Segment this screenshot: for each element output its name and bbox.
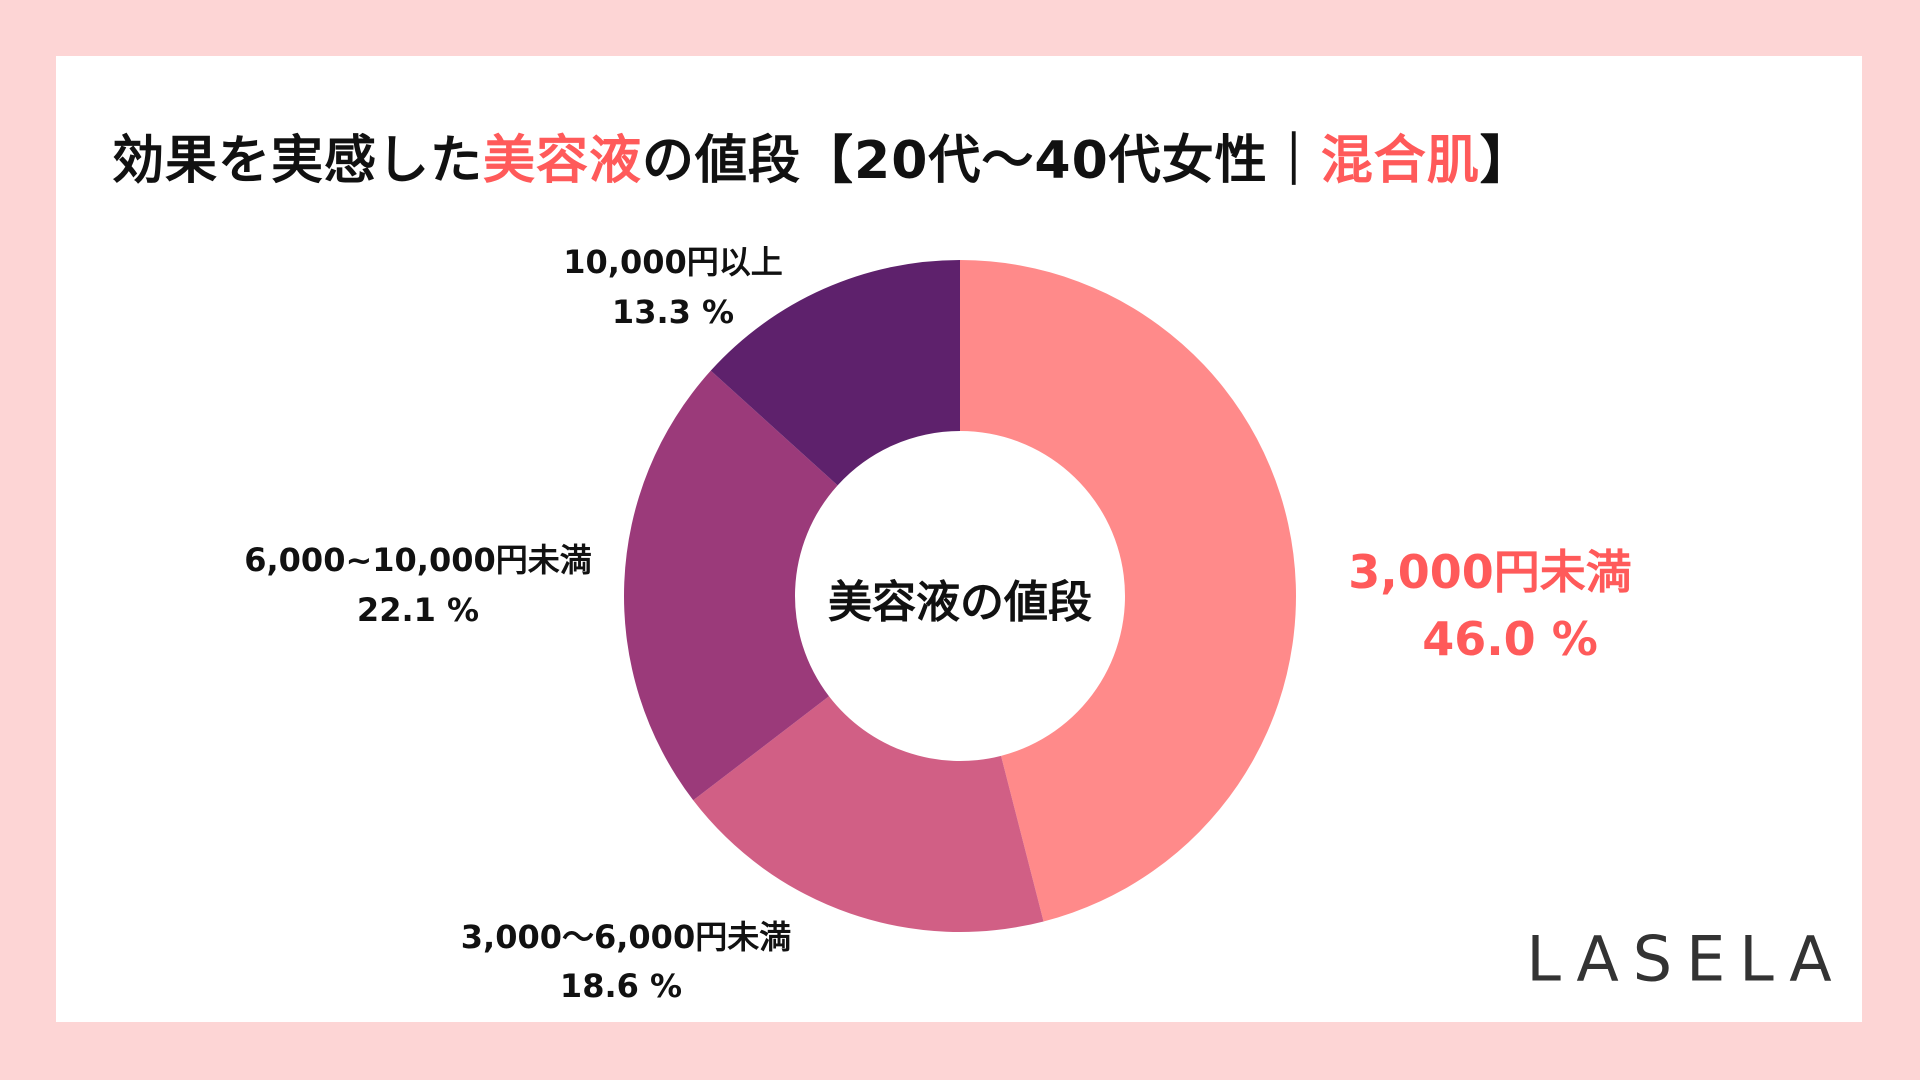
- slice-value-1: 18.6 %: [559, 967, 683, 1005]
- title-text: 】: [1479, 131, 1533, 191]
- title-text: 効果を実感した: [112, 131, 484, 191]
- donut-slice-0: [960, 260, 1297, 922]
- center-label: 美容液の値段: [828, 577, 1092, 628]
- title-text: の値段【20代〜40代女性｜: [642, 131, 1321, 191]
- slice-value-2: 22.1 %: [356, 591, 480, 629]
- slice-label-2: 6,000~10,000円未満: [244, 541, 592, 579]
- title-highlight: 混合肌: [1320, 131, 1480, 191]
- slice-label-0: 3,000円未満: [1348, 545, 1632, 599]
- donut-slice-1: [693, 696, 1044, 932]
- title-highlight: 美容液: [483, 131, 643, 191]
- slice-label-1: 3,000〜6,000円未満: [460, 918, 792, 956]
- slice-label-3: 10,000円以上: [563, 243, 783, 281]
- chart-title: 効果を実感した美容液の値段【20代〜40代女性｜混合肌】: [112, 118, 1533, 193]
- donut-slice-3: [710, 260, 960, 486]
- lasela-logo: LASELA: [1526, 922, 1846, 996]
- slice-value-3: 13.3 %: [611, 293, 735, 331]
- donut-slice-2: [624, 370, 838, 801]
- slice-value-0: 46.0 %: [1422, 612, 1598, 666]
